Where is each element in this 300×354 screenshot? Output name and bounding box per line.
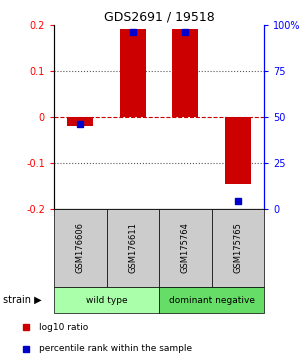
Bar (54, 209, 106, 287)
Title: GDS2691 / 19518: GDS2691 / 19518 (103, 11, 214, 24)
Text: GSM175764: GSM175764 (181, 222, 190, 273)
Text: GSM175765: GSM175765 (233, 222, 242, 273)
Bar (67, 117, 93, 126)
Bar (172, 29, 198, 117)
Text: log10 ratio: log10 ratio (39, 323, 88, 332)
Bar (225, 117, 251, 184)
Bar (212, 209, 264, 287)
Text: percentile rank within the sample: percentile rank within the sample (39, 344, 192, 353)
Bar (159, 209, 211, 287)
Bar (54, 287, 159, 313)
Text: wild type: wild type (86, 296, 127, 304)
Text: GSM176611: GSM176611 (128, 222, 137, 273)
Text: GSM176606: GSM176606 (76, 222, 85, 273)
Text: dominant negative: dominant negative (169, 296, 254, 304)
Bar (159, 287, 264, 313)
Bar (106, 209, 159, 287)
Text: strain ▶: strain ▶ (3, 295, 42, 305)
Bar (120, 29, 146, 117)
